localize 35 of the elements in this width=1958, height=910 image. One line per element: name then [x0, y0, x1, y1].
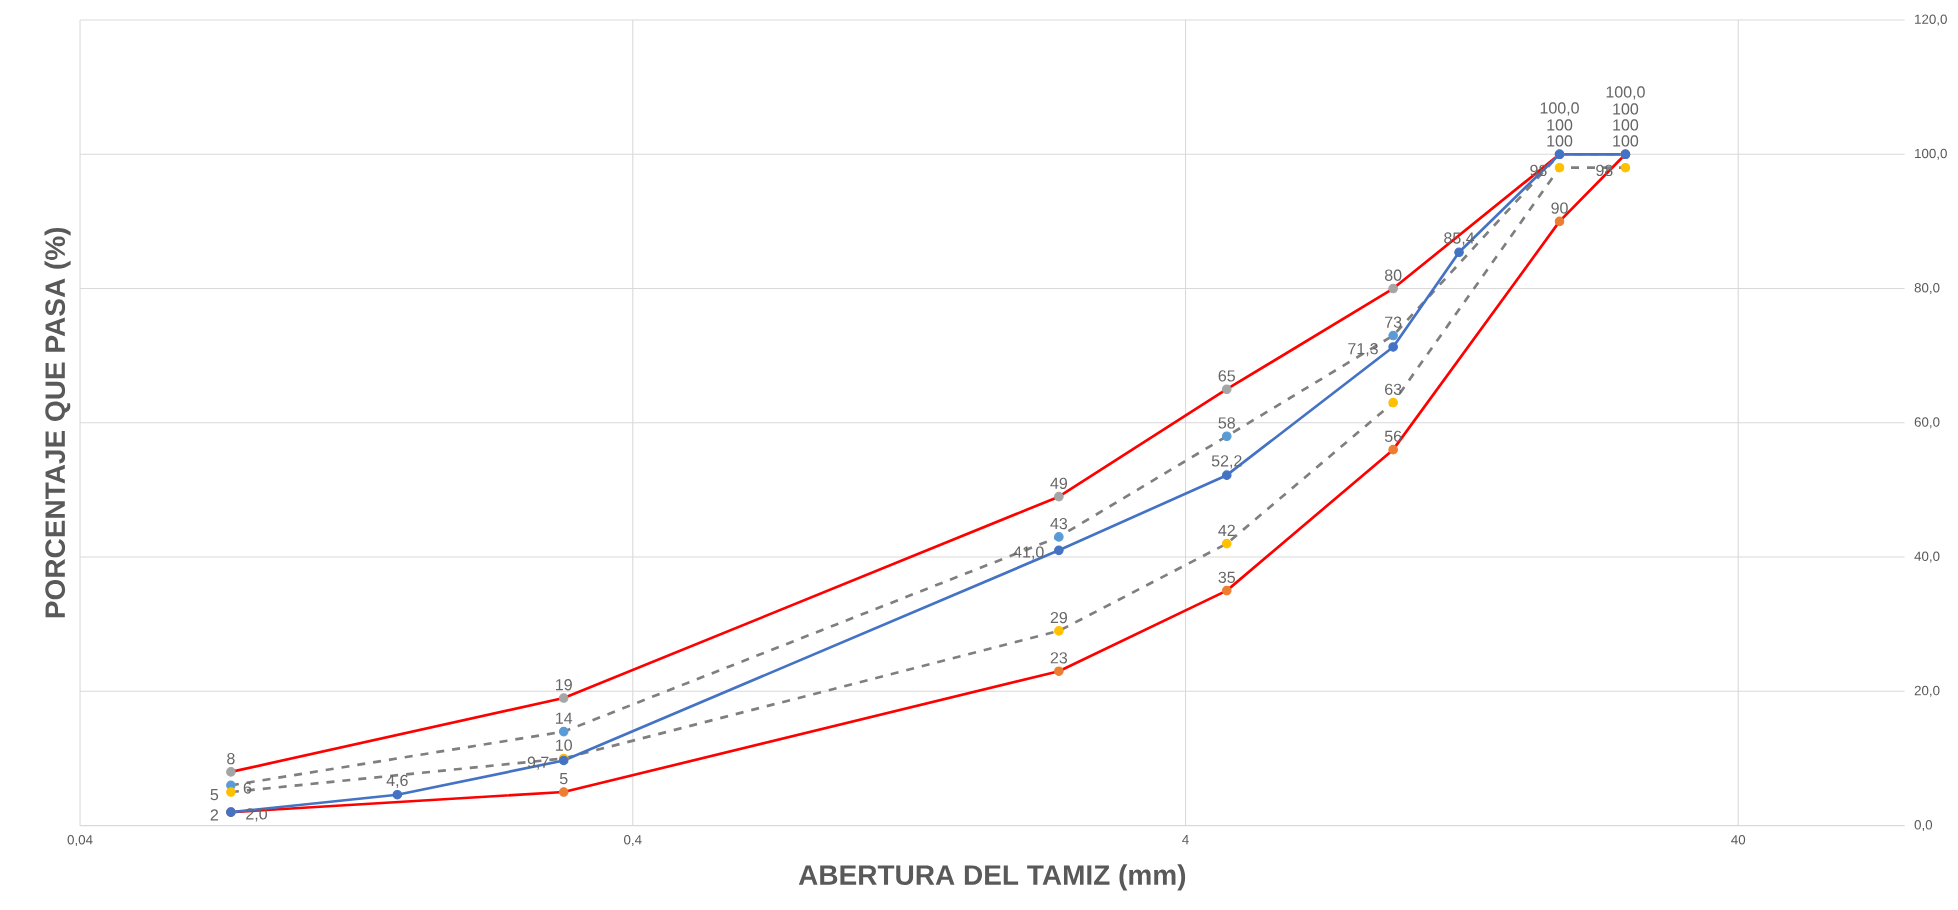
- data-label: 80: [1384, 269, 1402, 282]
- data-label: 71,3: [1348, 343, 1378, 357]
- data-label: 100: [1547, 135, 1573, 147]
- data-label: 100: [1613, 119, 1639, 131]
- data-label: 14: [556, 712, 573, 724]
- data-label: 65: [1218, 370, 1236, 382]
- data-label: 43: [1050, 518, 1068, 530]
- data-label: 100: [1613, 135, 1639, 147]
- data-label: 4,6: [386, 774, 408, 789]
- data-label: 2: [210, 809, 219, 821]
- data-label: 100,0: [1606, 86, 1645, 100]
- data-label: 63: [1385, 383, 1402, 396]
- data-label: 41,0: [1013, 546, 1044, 560]
- data-label: 6: [243, 782, 252, 794]
- data-label: 52,2: [1211, 455, 1242, 469]
- data-label: 49: [1050, 477, 1068, 490]
- data-label: 58: [1218, 417, 1235, 429]
- x-axis-title: ABERTURA DEL TAMIZ (mm): [798, 864, 1186, 891]
- data-label: 73: [1385, 316, 1402, 329]
- data-label: 90: [1551, 202, 1568, 214]
- data-label: 19: [556, 679, 572, 691]
- data-label: 2,0: [246, 808, 268, 822]
- data-label: 100,0: [1540, 102, 1579, 116]
- y-axis-title: PORCENTAJE QUE PASA (%): [44, 228, 71, 618]
- data-label: 10: [556, 739, 572, 751]
- data-label: 5: [559, 773, 568, 785]
- data-label: 42: [1218, 524, 1235, 537]
- data-label: 8: [227, 753, 235, 765]
- data-label: 29: [1050, 612, 1068, 624]
- data-label: 23: [1050, 652, 1068, 664]
- data-label: 56: [1384, 430, 1402, 443]
- data-label: 5: [210, 789, 219, 801]
- data-label: 100: [1547, 119, 1573, 131]
- data-label: 35: [1218, 571, 1236, 584]
- data-label: 100: [1613, 103, 1639, 115]
